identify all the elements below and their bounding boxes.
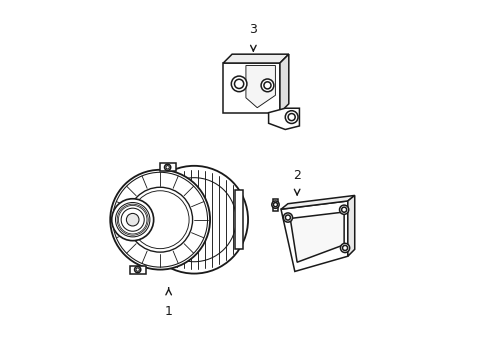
Circle shape <box>164 164 170 170</box>
Polygon shape <box>223 63 279 113</box>
Text: 2: 2 <box>293 168 301 181</box>
Polygon shape <box>129 266 145 274</box>
Circle shape <box>121 208 144 231</box>
Polygon shape <box>272 199 278 211</box>
Circle shape <box>283 213 292 222</box>
Polygon shape <box>347 195 354 256</box>
Polygon shape <box>290 212 344 262</box>
Circle shape <box>111 199 153 240</box>
Polygon shape <box>281 195 354 209</box>
Circle shape <box>261 79 273 92</box>
Polygon shape <box>245 66 275 108</box>
Polygon shape <box>160 163 175 171</box>
Polygon shape <box>281 201 347 271</box>
Polygon shape <box>223 54 288 63</box>
Polygon shape <box>234 190 243 249</box>
Circle shape <box>285 111 297 123</box>
Text: 3: 3 <box>249 23 257 36</box>
Polygon shape <box>268 108 299 130</box>
Circle shape <box>339 205 348 214</box>
Circle shape <box>140 166 247 274</box>
Circle shape <box>271 201 279 208</box>
Circle shape <box>231 76 246 92</box>
Text: 1: 1 <box>164 305 172 318</box>
Circle shape <box>340 243 349 253</box>
Circle shape <box>134 266 141 273</box>
Circle shape <box>127 187 192 252</box>
Circle shape <box>110 170 210 270</box>
Circle shape <box>126 213 139 226</box>
Polygon shape <box>279 54 288 113</box>
